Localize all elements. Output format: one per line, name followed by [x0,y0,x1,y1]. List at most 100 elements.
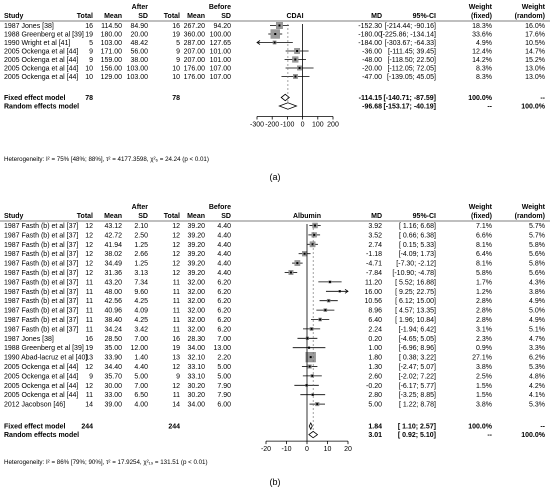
fixed-md: 1.84 [368,424,382,431]
x-axis-tick-label: 100 [312,122,324,129]
study-label: 2005 Ockenga et al [44] [4,392,78,399]
cell-mean-after: 39.00 [104,402,122,409]
effect-point [313,233,316,236]
x-axis-tick-label: 0 [301,122,305,129]
effect-point [298,67,301,69]
effect-point [296,262,299,265]
cell-mean-after: 34.49 [104,261,122,268]
cell-mean-before: 30.20 [187,383,205,390]
fixed-ci: [-140.71; -87.59] [383,95,436,102]
cell-weight-fixed: 8.1% [476,242,492,249]
cell-weight-random: 4.9% [529,317,545,324]
cell-ci: [ 1.96; 10.84] [395,317,436,324]
cell-mean-after: 42.56 [104,298,122,305]
cell-ci: [ 4.57; 13.35] [395,308,436,315]
outcome-label: CDAI [286,13,303,20]
cell-weight-random: 5.6% [529,251,545,258]
cell-mean-before: 176.00 [184,74,206,81]
cell-sd-before: 6.00 [217,402,231,409]
cell-sd-after: 2.50 [134,232,148,239]
header-weight-fixed-1: Weight [469,4,493,11]
cell-mean-after: 31.36 [104,270,122,277]
outcome-label: Albumin [293,213,321,220]
header-sd-before: SD [221,213,231,220]
cell-mean-after: 180.00 [101,32,123,39]
study-label: 1987 Fasth (b) et al [37] [4,279,78,286]
header-md: MD [371,213,382,220]
cell-total-before: 12 [172,383,180,390]
fixed-total-before: 244 [168,424,180,431]
group-label-after: After [132,4,149,11]
cell-total-before: 12 [172,270,180,277]
cell-total-before: 10 [172,74,180,81]
cell-weight-random: 5.7% [529,232,545,239]
cell-ci: [-1.94; 6.42] [399,326,436,333]
cell-sd-after: 1.40 [134,355,148,362]
cell-weight-fixed: 3.8% [476,402,492,409]
effect-point [314,224,317,227]
cell-sd-before: 6.20 [217,289,231,296]
cell-ci: [-225.86; -134.14] [381,32,436,39]
cell-sd-before: 6.20 [217,308,231,315]
cell-mean-before: 39.20 [187,232,205,239]
cell-mean-before: 33.10 [187,364,205,371]
cell-total-before: 12 [172,242,180,249]
fixed-effect-label: Fixed effect model [4,95,66,102]
cell-total-after: 11 [86,279,93,286]
header-weight-fixed-1: Weight [469,204,493,211]
cell-sd-after: 56.00 [130,49,148,56]
cell-sd-before: 7.90 [217,392,231,399]
cell-sd-after: 84.90 [130,23,148,30]
study-label: 1987 Fasth (b) et al [37] [4,251,78,258]
cell-md: -0.20 [366,383,382,390]
header-weight-fixed-2: (fixed) [471,213,492,220]
cell-sd-after: 2.66 [134,251,148,258]
header-ci: 95%-CI [413,213,436,220]
cell-total-before: 11 [173,289,180,296]
cell-md: -36.00 [362,49,382,56]
cell-weight-fixed: 1.5% [476,383,492,390]
cell-md: 16.00 [364,289,382,296]
panel-label: (b) [270,477,281,487]
cell-total-after: 19 [85,32,93,39]
cell-weight-random: 5.7% [529,223,545,230]
cell-md: -1.18 [366,251,382,258]
x-axis-tick-label: 0 [305,446,309,453]
cell-sd-before: 5.00 [217,373,231,380]
cell-weight-random: 4.2% [529,383,545,390]
study-label: 1987 Fasth (b) et al [37] [4,308,78,315]
cell-ci: [-118.50; 22.50] [387,57,436,64]
cell-md: -4.71 [366,261,382,268]
random-md: -96.68 [362,104,382,111]
effect-point [311,243,314,246]
cell-mean-after: 35.00 [104,345,122,352]
fixed-weight-random: -- [540,95,545,102]
cell-weight-fixed: 3.8% [476,364,492,371]
cell-weight-fixed: 2.5% [476,373,492,380]
cell-mean-after: 171.00 [101,49,123,56]
cell-weight-fixed: 1.7% [476,279,492,286]
effect-point [328,280,331,283]
effect-point [319,318,322,321]
study-label: 1987 Fasth (b) et al [37] [4,317,78,324]
cell-md: -184.00 [358,40,382,47]
cell-total-after: 12 [85,364,93,371]
x-axis-tick-label: -10 [281,446,291,453]
cell-weight-fixed: 0.9% [476,345,492,352]
cell-mean-after: 129.00 [101,74,123,81]
cell-weight-random: 5.6% [529,270,545,277]
fixed-effect-label: Fixed effect model [4,424,66,431]
cell-total-before: 9 [176,373,180,380]
cell-sd-after: 103.00 [127,74,149,81]
header-md: MD [371,13,382,20]
cell-weight-random: 4.3% [529,279,545,286]
cell-sd-before: 6.20 [217,298,231,305]
effect-point [296,50,299,52]
cell-sd-after: 4.25 [134,298,148,305]
effect-point [306,337,309,340]
cell-mean-before: 32.00 [187,308,205,315]
cell-weight-fixed: 1.2% [476,289,492,296]
cell-sd-before: 4.40 [217,251,231,258]
effect-point [305,384,308,387]
cell-total-after: 14 [85,402,93,409]
